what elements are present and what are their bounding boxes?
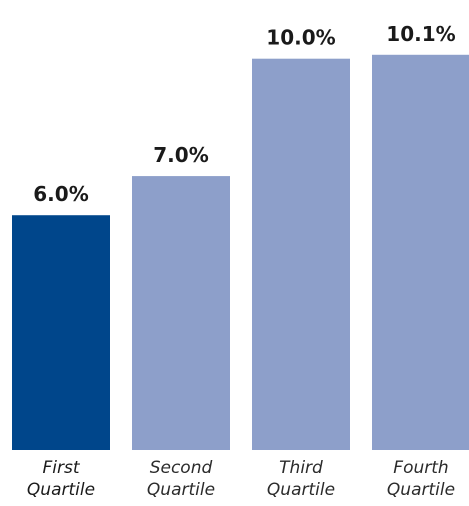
category-label-2: Second Quartile (147, 458, 215, 500)
bar-2 (132, 176, 230, 450)
value-label-3: 10.0% (266, 26, 335, 50)
category-label-line: Quartile (387, 480, 455, 500)
bar-4 (372, 54, 469, 451)
bar-1 (12, 215, 110, 450)
value-label-4: 10.1% (386, 22, 455, 46)
category-label-3: Third Quartile (267, 458, 335, 500)
category-label-1: First Quartile (27, 458, 95, 500)
category-label-line: Second (150, 458, 213, 478)
category-label-line: Quartile (27, 480, 95, 500)
bar-3 (252, 58, 350, 451)
category-label-line: Quartile (267, 480, 335, 500)
category-label-line: Third (279, 458, 323, 478)
category-label-line: Quartile (147, 480, 215, 500)
category-label-line: Fourth (393, 458, 448, 478)
value-label-2: 7.0% (153, 143, 208, 167)
category-label-line: First (42, 458, 80, 478)
category-label-4: Fourth Quartile (387, 458, 455, 500)
value-label-1: 6.0% (33, 182, 88, 206)
